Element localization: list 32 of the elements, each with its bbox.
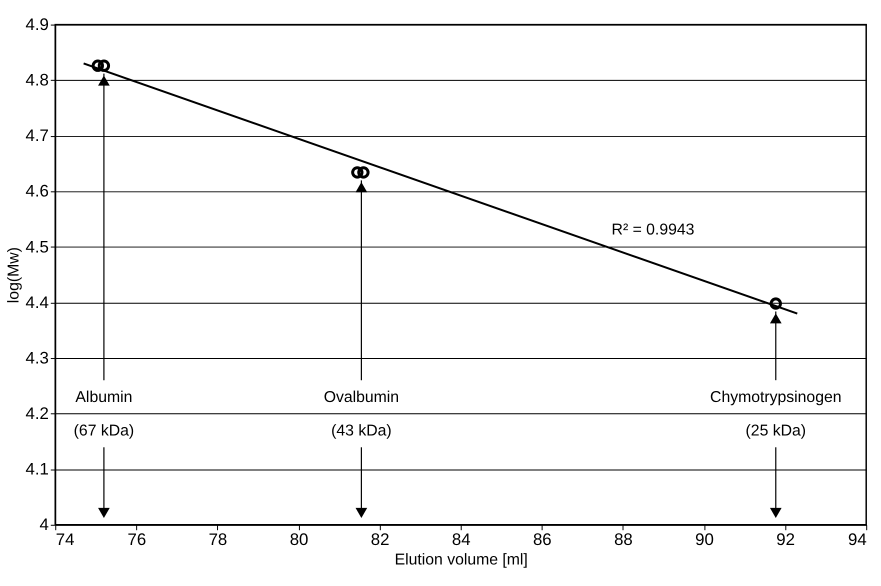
- y-tick-label: 4.8: [26, 70, 49, 90]
- x-tick-label: 94: [848, 530, 867, 549]
- y-axis-title: log(Mw): [6, 247, 23, 304]
- y-tick-label: 4.5: [26, 237, 49, 256]
- y-tick-label: 4.7: [26, 126, 49, 146]
- y-tick-label: 4.1: [26, 460, 49, 479]
- y-tick-label: 4.6: [26, 182, 49, 201]
- x-tick-label: 92: [776, 530, 795, 549]
- x-axis-title: Elution volume [ml]: [394, 552, 528, 569]
- point: [98, 60, 110, 72]
- y-tick-label: 4.9: [26, 15, 49, 34]
- y-tick-label: 4.2: [26, 404, 49, 424]
- x-tick-label: 84: [452, 530, 471, 549]
- x-tick-label: 78: [208, 530, 228, 549]
- annotation: Ovalbumin (43 kDa): [324, 388, 400, 440]
- annotation: R² = 0.9943: [612, 222, 695, 239]
- y-tick-label: 4.4: [26, 292, 49, 312]
- y-tick-label: 4.3: [26, 348, 49, 368]
- x-tick-label: 80: [290, 530, 308, 549]
- x-tick-label: 76: [128, 530, 146, 549]
- x-tick-label: 86: [532, 530, 552, 549]
- x-tick-label: 88: [614, 530, 633, 549]
- point: [770, 297, 782, 310]
- point: [357, 166, 370, 179]
- point: [351, 166, 364, 179]
- annotation: Chymotrypsinogen (25 kDa): [710, 388, 842, 440]
- y-tick-label: 4: [40, 515, 49, 534]
- x-tick-label: 90: [695, 530, 714, 549]
- point: [92, 60, 104, 72]
- x-tick-label: 74: [56, 530, 74, 549]
- x-tick-label: 82: [370, 530, 390, 549]
- annotation: Albumin (67 kDa): [74, 388, 134, 440]
